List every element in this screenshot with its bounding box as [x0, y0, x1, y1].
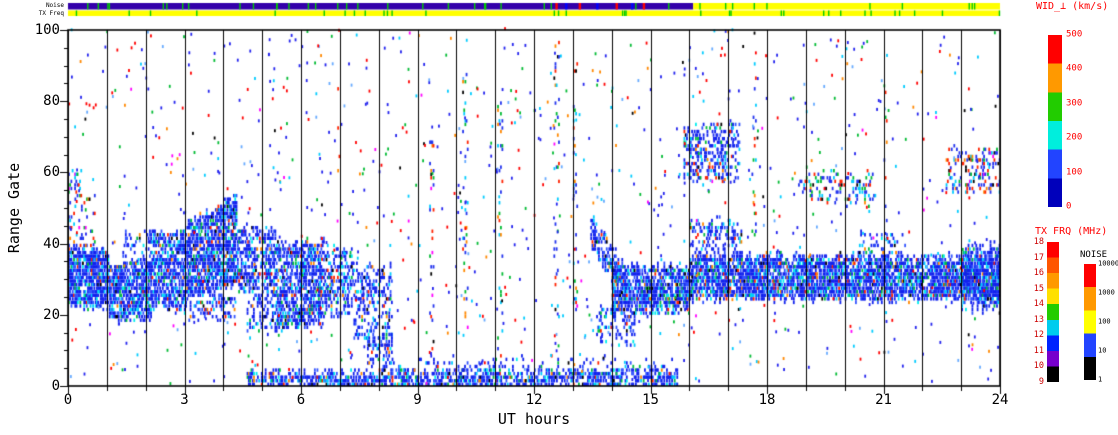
- txfrq-tick-label: 16: [1033, 267, 1044, 278]
- noise-tick-label: 1: [1098, 375, 1103, 384]
- x-tick-label: 0: [63, 392, 73, 408]
- txfrq-tick-label: 14: [1033, 298, 1044, 309]
- x-tick-label: 21: [875, 392, 892, 408]
- wid-colorbar-title: WID_⊥ (km/s): [1036, 1, 1109, 12]
- txfrq-colorbar: [1047, 242, 1059, 382]
- y-tick-label: 60: [43, 164, 60, 181]
- txfrq-tick-label: 10: [1033, 361, 1044, 372]
- noise-tick-label: 100: [1098, 317, 1111, 326]
- wid-tick-label: 200: [1066, 132, 1083, 143]
- noise-tick-label: 10000: [1098, 259, 1118, 268]
- noise-strip-label: Noise: [45, 2, 64, 9]
- y-tick-label: 80: [43, 93, 60, 110]
- x-tick-label: 15: [642, 392, 659, 408]
- x-tick-label: 18: [758, 392, 776, 408]
- txfreq-strip-label: TX Freq: [38, 10, 64, 17]
- wid-colorbar: [1048, 35, 1062, 207]
- txfrq-colorbar-title: TX FRQ (MHz): [1035, 226, 1108, 237]
- y-axis-title: Range Gate: [5, 162, 23, 254]
- txfrq-tick-label: 15: [1033, 283, 1044, 294]
- wid-tick-label: 500: [1066, 29, 1083, 40]
- y-tick-label: 20: [43, 306, 60, 323]
- y-tick-label: 100: [34, 22, 60, 38]
- noise-tick-label: 1000: [1098, 288, 1115, 297]
- txfrq-tick-label: 17: [1033, 252, 1044, 263]
- txfrq-tick-label: 11: [1033, 345, 1044, 356]
- x-tick-label: 6: [296, 392, 306, 408]
- wid-tick-label: 100: [1066, 167, 1083, 178]
- x-tick-label: 12: [525, 392, 543, 408]
- y-tick-label: 0: [51, 378, 60, 394]
- txfrq-tick-label: 18: [1033, 236, 1044, 247]
- y-tick-label: 40: [43, 235, 60, 252]
- x-tick-label: 9: [413, 392, 422, 408]
- txfrq-tick-label: 13: [1033, 314, 1044, 325]
- x-axis-title: UT hours: [497, 410, 571, 428]
- txfrq-tick-label: 12: [1033, 330, 1044, 341]
- txfrq-tick-label: 9: [1038, 376, 1044, 387]
- wid-tick-label: 0: [1066, 201, 1072, 212]
- x-tick-label: 24: [991, 392, 1009, 408]
- wid-tick-label: 400: [1066, 63, 1083, 74]
- noise-colorbar-title: NOISE: [1080, 250, 1108, 260]
- noise-colorbar: [1084, 264, 1096, 380]
- noise-tick-label: 10: [1098, 346, 1107, 355]
- wid-tick-label: 300: [1066, 98, 1083, 109]
- x-tick-label: 3: [180, 392, 189, 408]
